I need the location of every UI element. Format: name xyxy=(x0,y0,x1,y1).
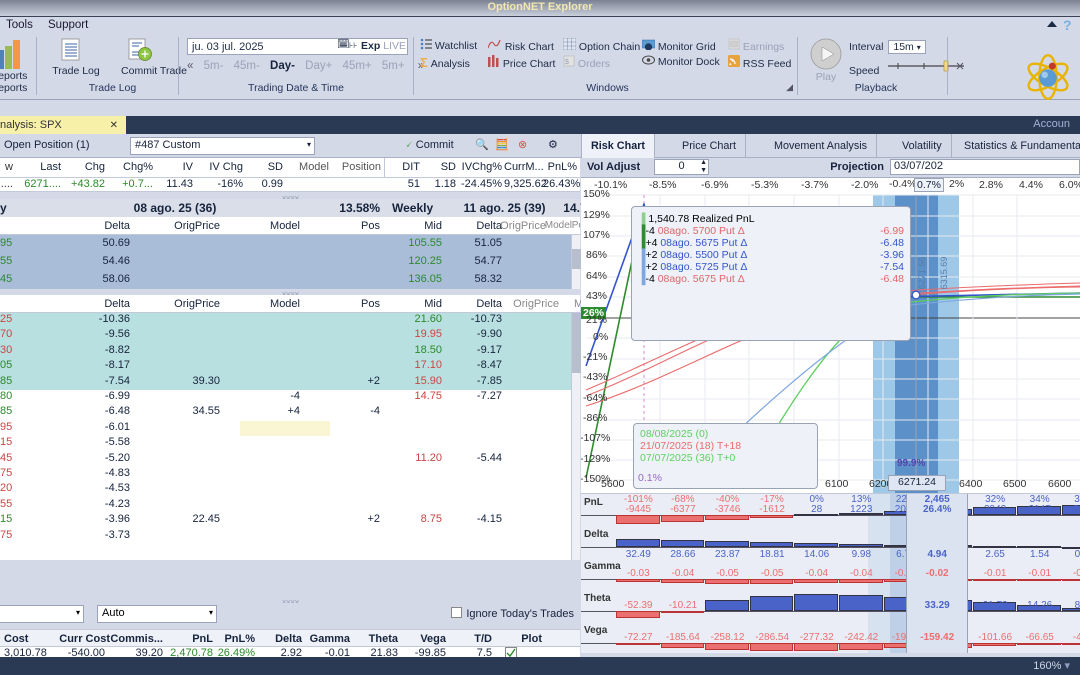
svg-text:?: ? xyxy=(1063,17,1072,33)
svg-text:6315.69: 6315.69 xyxy=(939,257,949,290)
svg-text:6271.56: 6271.56 xyxy=(917,257,927,290)
svg-text:$: $ xyxy=(565,59,569,66)
